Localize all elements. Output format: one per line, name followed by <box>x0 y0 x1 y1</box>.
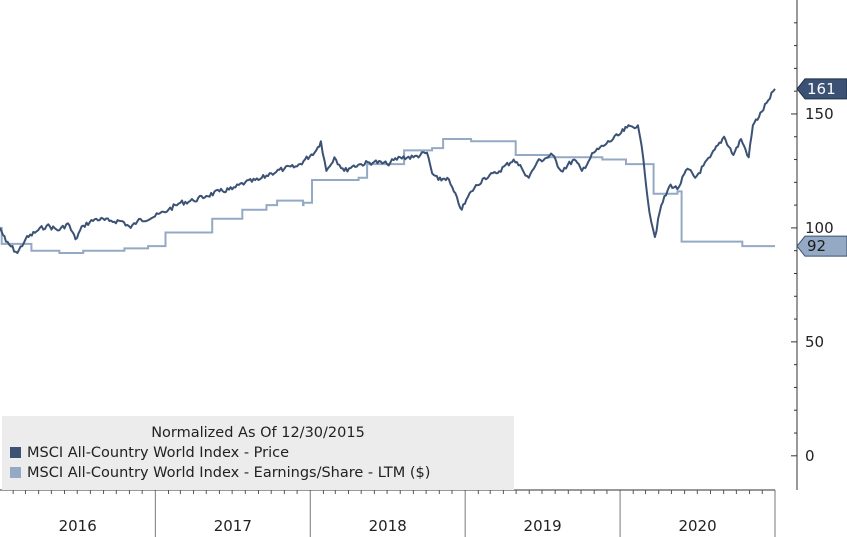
x-tick-label-2019: 2019 <box>524 517 562 535</box>
x-tick-label-2018: 2018 <box>369 517 407 535</box>
legend-label-eps: MSCI All-Country World Index - Earnings/… <box>27 465 431 481</box>
callout-badge-price <box>796 78 847 100</box>
legend-swatch-price <box>10 447 21 458</box>
legend-entry-price: MSCI All-Country World Index - Price <box>10 445 289 461</box>
legend-title: Normalized As Of 12/30/2015 <box>151 425 365 441</box>
legend-label-price: MSCI All-Country World Index - Price <box>27 445 290 461</box>
callout-value-price: 161 <box>807 80 836 98</box>
legend-swatch-eps <box>10 467 21 478</box>
x-axis: 2016 2017 2018 2019 2020 <box>0 489 775 535</box>
y-tick-label-50: 50 <box>805 333 824 351</box>
series-eps-line <box>0 138 775 254</box>
callout-value-eps: 92 <box>807 237 826 255</box>
series-layer <box>0 88 776 254</box>
x-tick-label-2020: 2020 <box>678 517 716 535</box>
x-tick-label-2016: 2016 <box>59 517 97 535</box>
legend: Normalized As Of 12/30/2015 MSCI All-Cou… <box>2 416 514 490</box>
y-tick-label-0: 0 <box>805 447 815 465</box>
x-tick-label-2017: 2017 <box>214 517 252 535</box>
callout-badge-eps <box>796 235 847 257</box>
y-tick-label-100: 100 <box>805 219 834 237</box>
y-axis: 0 50 100 150 <box>791 0 834 490</box>
legend-entry-eps: MSCI All-Country World Index - Earnings/… <box>10 465 430 481</box>
year-dividers <box>154 490 776 537</box>
series-price-line <box>0 88 776 254</box>
y-tick-label-150: 150 <box>805 105 834 123</box>
last-value-callouts: 161 92 <box>796 78 847 257</box>
